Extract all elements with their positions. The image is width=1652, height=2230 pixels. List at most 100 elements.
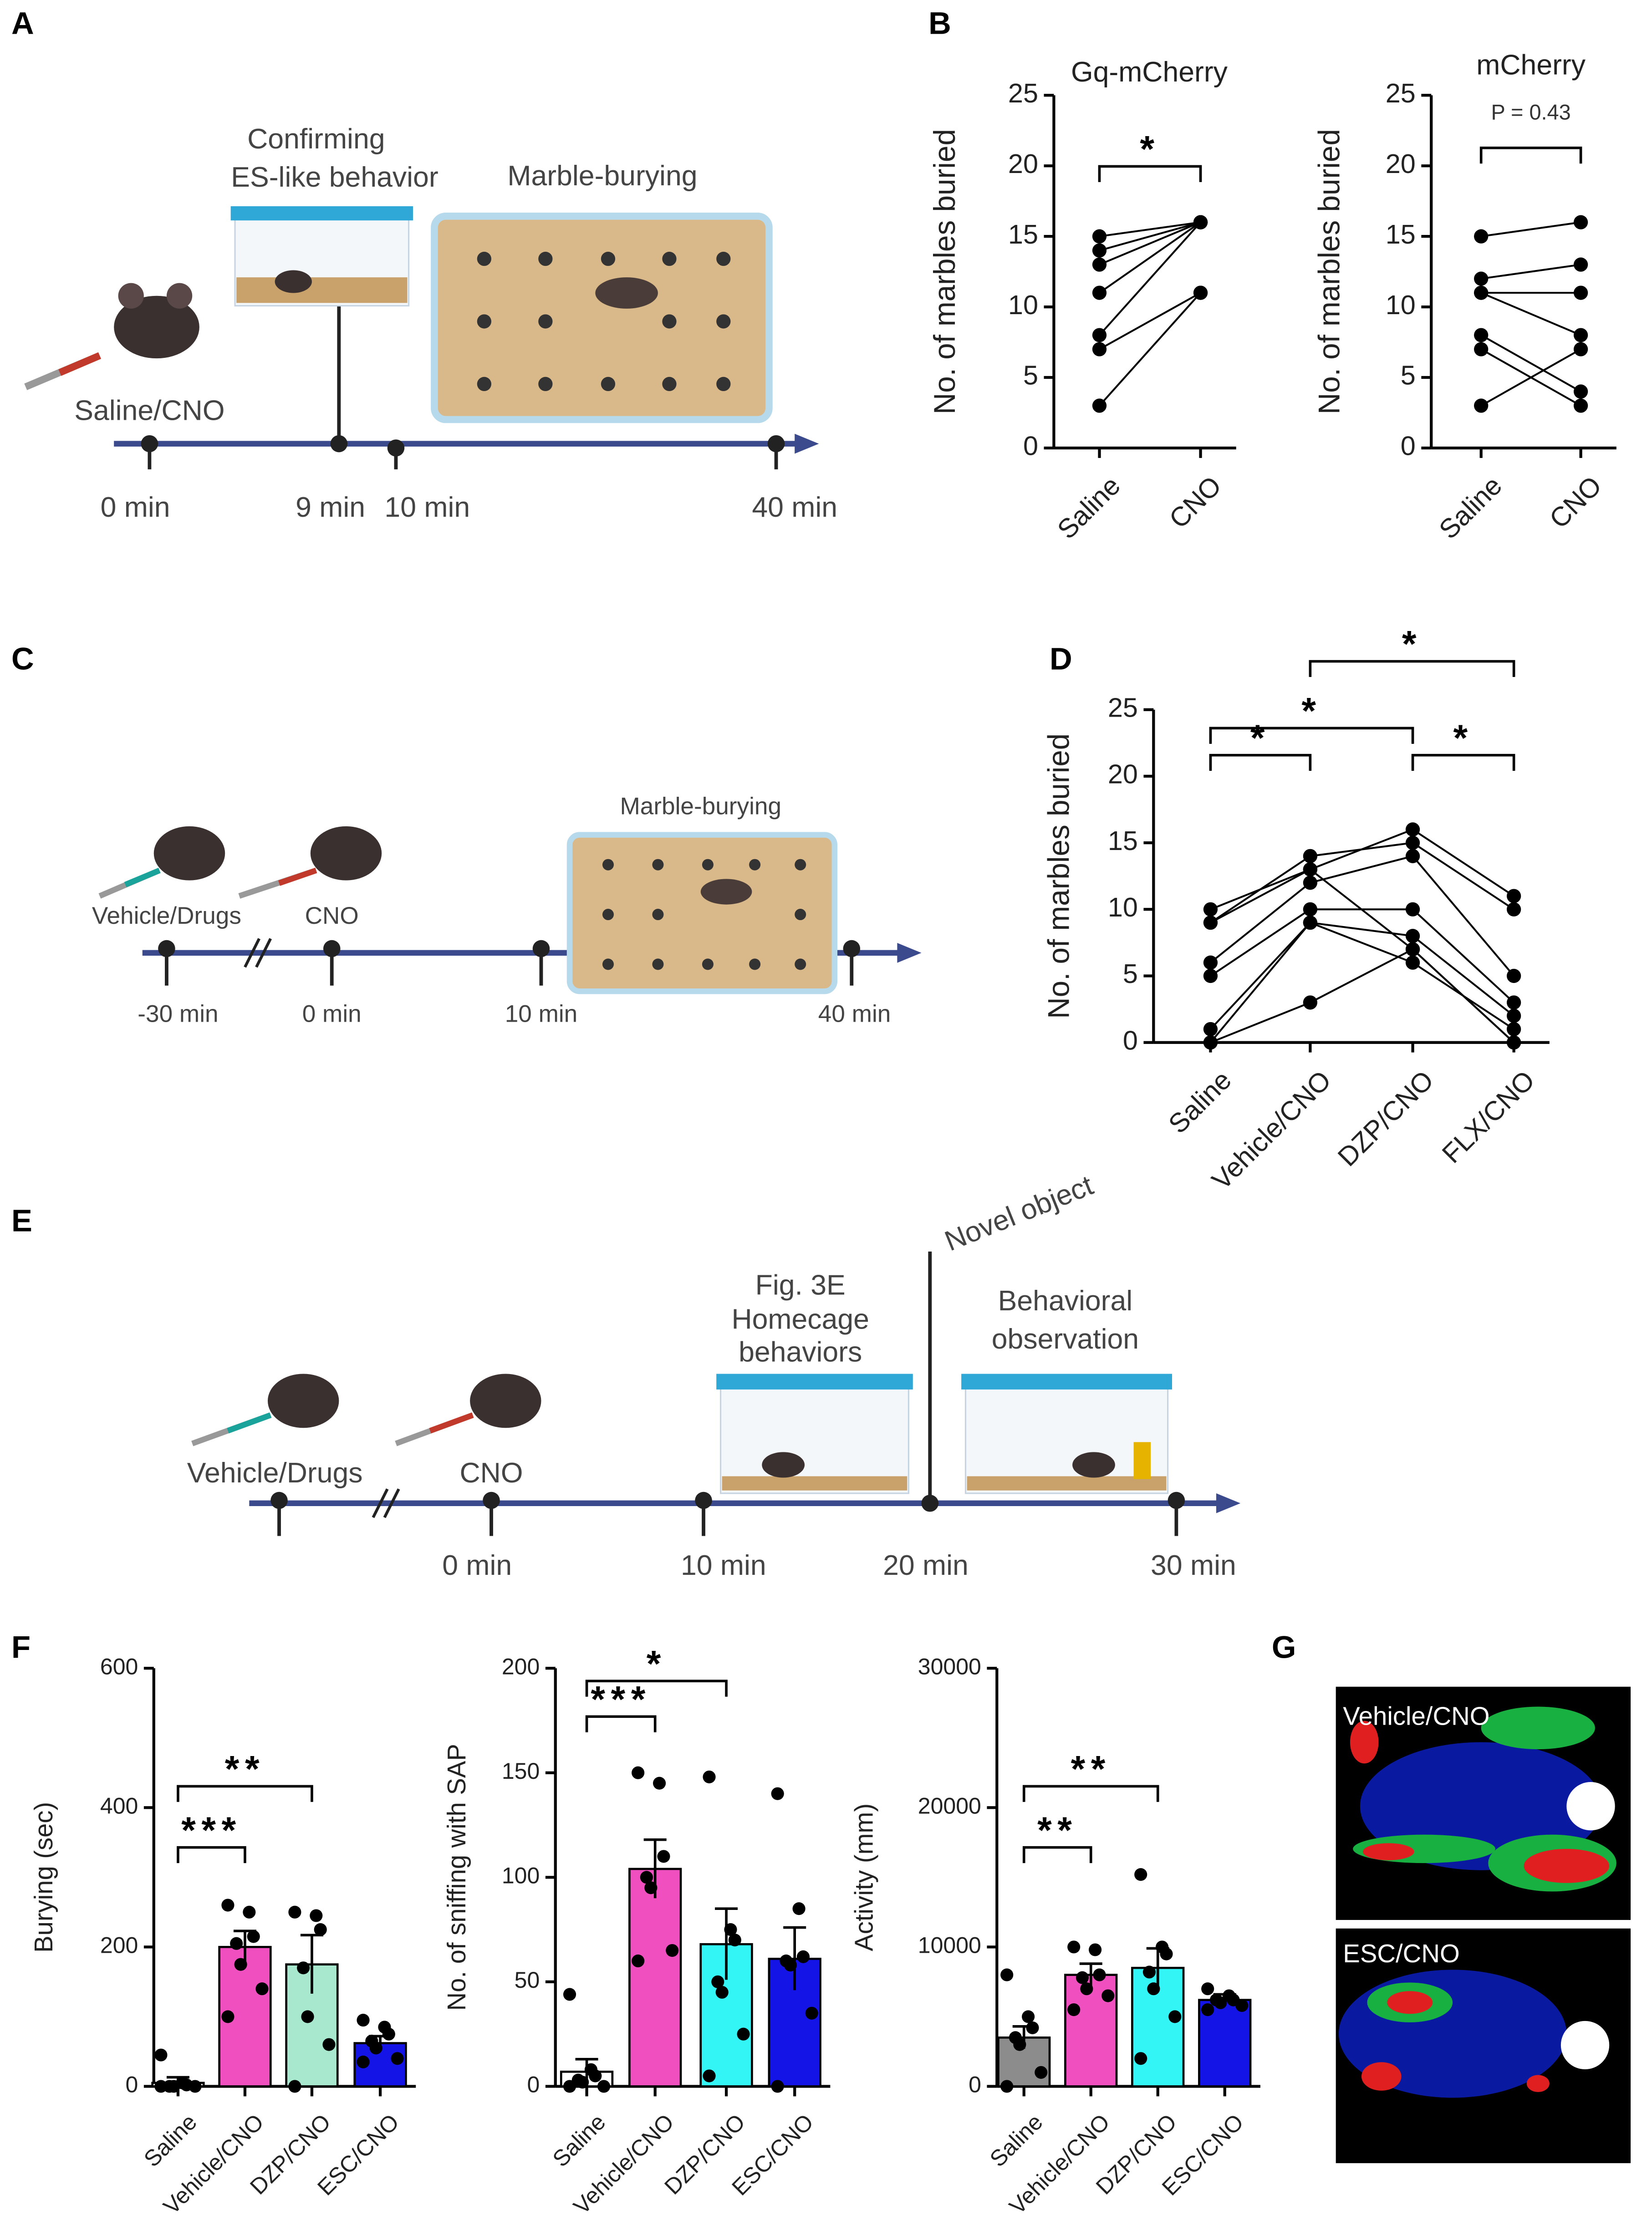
x-tick-label: Saline bbox=[1163, 1064, 1237, 1139]
diagram-a: 0 min 9 min 10 min 40 min Saline/CNO Con… bbox=[24, 123, 837, 523]
time-label: 10 min bbox=[384, 491, 470, 523]
significance-bracket bbox=[1209, 754, 1312, 771]
data-point bbox=[1147, 1982, 1160, 1996]
data-point bbox=[1474, 328, 1489, 342]
y-axis-label: Burying (sec) bbox=[29, 1802, 58, 1953]
data-point bbox=[1405, 942, 1420, 957]
data-point bbox=[1506, 902, 1521, 916]
y-axis-label: Activity (mm) bbox=[849, 1803, 878, 1951]
y-axis-label: No. of sniffing with SAP bbox=[442, 1744, 471, 2011]
data-point bbox=[796, 1950, 810, 1963]
pin-head bbox=[767, 435, 785, 453]
data-point bbox=[247, 1930, 260, 1943]
significance-label: P = 0.43 bbox=[1491, 100, 1571, 124]
data-point bbox=[589, 2069, 602, 2082]
data-point bbox=[784, 1959, 797, 1972]
x-tick-label: Saline bbox=[139, 2109, 202, 2172]
data-point bbox=[1506, 995, 1521, 1010]
data-point bbox=[1303, 862, 1318, 877]
data-point bbox=[1303, 915, 1318, 930]
data-point bbox=[724, 1923, 737, 1936]
marbles bbox=[477, 251, 731, 392]
stage-label: Homecage bbox=[731, 1303, 869, 1335]
diagram-c: -30 min 0 min 10 min 40 min Vehicle/Drug… bbox=[92, 793, 922, 1027]
y-tick-label: 200 bbox=[502, 1654, 540, 1679]
data-point bbox=[1303, 876, 1318, 890]
significance-bracket bbox=[1022, 1846, 1092, 1863]
significance-bracket bbox=[1309, 660, 1515, 677]
data-point bbox=[1214, 1996, 1227, 2009]
cage-lid bbox=[961, 1374, 1173, 1390]
data-point bbox=[154, 2048, 168, 2062]
stage-label: ES-like behavior bbox=[231, 161, 438, 193]
x-tick-label: Saline bbox=[1051, 470, 1126, 545]
novel-object bbox=[1133, 1442, 1151, 1479]
data-point bbox=[1474, 229, 1489, 244]
data-point bbox=[1203, 968, 1218, 983]
y-tick-label: 25 bbox=[1386, 78, 1416, 108]
error-bar bbox=[715, 1907, 738, 1980]
data-point bbox=[322, 2038, 336, 2051]
x-tick-label: CNO bbox=[1543, 470, 1607, 535]
data-point bbox=[1405, 849, 1420, 863]
pin-head bbox=[330, 435, 348, 453]
data-point bbox=[301, 2010, 314, 2023]
data-point bbox=[1092, 285, 1107, 300]
subject-line bbox=[1481, 264, 1581, 280]
y-tick-label: 15 bbox=[1008, 219, 1038, 249]
mouse bbox=[153, 826, 225, 881]
mouse bbox=[700, 879, 752, 905]
data-point bbox=[1405, 929, 1420, 943]
data-point bbox=[657, 1850, 670, 1863]
data-point bbox=[234, 1958, 247, 1971]
data-point bbox=[1235, 1999, 1249, 2012]
pin-head bbox=[387, 439, 405, 457]
y-tick-label: 20000 bbox=[918, 1793, 981, 1818]
significance-bracket bbox=[177, 1846, 246, 1863]
break bbox=[383, 1488, 400, 1518]
data-point bbox=[1303, 849, 1318, 863]
x-tick-label: FLX/CNO bbox=[1436, 1064, 1540, 1169]
data-point bbox=[1573, 257, 1588, 272]
data-point bbox=[1092, 342, 1107, 356]
subject-line bbox=[1210, 842, 1514, 924]
data-point bbox=[1101, 1989, 1115, 2002]
mouse bbox=[310, 826, 382, 881]
stage-label: behaviors bbox=[739, 1336, 862, 1368]
injection-label: Vehicle/Drugs bbox=[92, 902, 241, 929]
y-tick-label: 15 bbox=[1108, 825, 1138, 856]
data-point bbox=[1405, 955, 1420, 970]
time-label: 40 min bbox=[752, 491, 837, 523]
x-tick-label: Saline bbox=[985, 2109, 1048, 2172]
bedding bbox=[722, 1476, 908, 1491]
subject-line bbox=[1210, 855, 1515, 977]
data-point bbox=[1573, 398, 1588, 413]
data-point bbox=[167, 2080, 180, 2093]
arena bbox=[431, 212, 773, 423]
bedding bbox=[967, 1476, 1167, 1491]
event-label: Novel object bbox=[940, 1169, 1097, 1258]
subject-line bbox=[1098, 221, 1202, 336]
y-tick-label: 25 bbox=[1108, 692, 1138, 723]
stage-label: Marble-burying bbox=[620, 793, 781, 820]
arrowhead bbox=[795, 433, 819, 454]
y-axis-label: No. of marbles buried bbox=[1042, 733, 1075, 1019]
syringe-fill bbox=[227, 1412, 272, 1434]
y-tick-label: 100 bbox=[502, 1863, 540, 1889]
subject-line bbox=[1480, 292, 1581, 336]
object bbox=[1566, 1782, 1615, 1831]
time-label: 10 min bbox=[681, 1549, 766, 1581]
marbles bbox=[602, 859, 806, 970]
data-point bbox=[737, 2027, 750, 2041]
data-point bbox=[1573, 342, 1588, 356]
time-label: 40 min bbox=[818, 1000, 891, 1027]
data-point bbox=[1573, 215, 1588, 229]
data-point bbox=[640, 1871, 653, 1884]
time-label: 9 min bbox=[296, 491, 365, 523]
data-point bbox=[1474, 398, 1489, 413]
subject-line bbox=[1099, 221, 1201, 294]
time-label: 0 min bbox=[101, 491, 170, 523]
data-point bbox=[1067, 2003, 1081, 2016]
data-point bbox=[1506, 1008, 1521, 1023]
